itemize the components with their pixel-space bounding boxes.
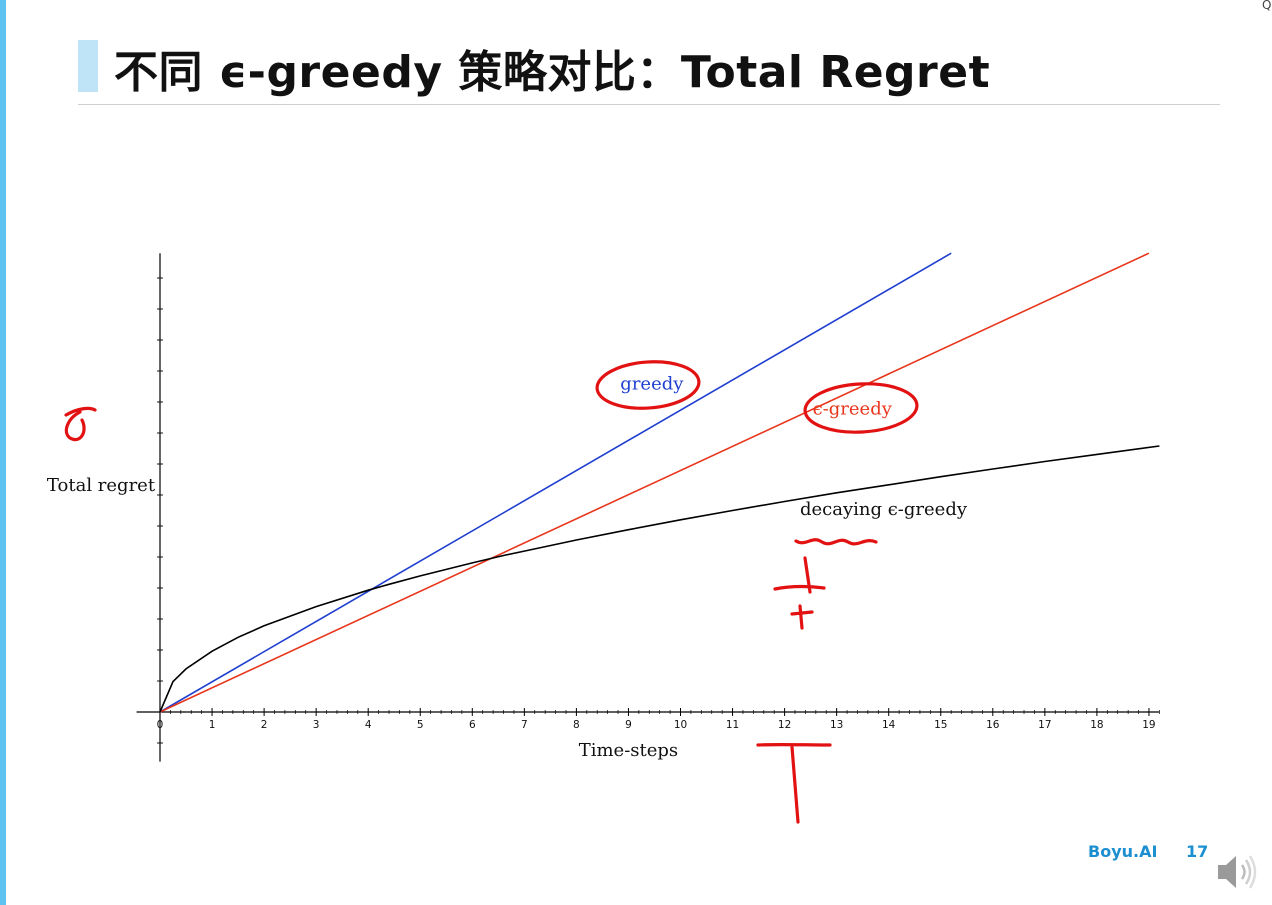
epsilon-greedy-circle-mark	[803, 382, 919, 434]
series-annotation-label: greedy	[620, 374, 684, 395]
chart-axes: 0 1 2 3 4 5 6 7 8 9 10 11 12 13 14 15 16 17 18 19Time-steps…	[47, 253, 1160, 762]
series-annotation-label: ϵ-greedy	[813, 398, 893, 419]
x-tick-label: 9	[625, 719, 632, 731]
series-line-greedy	[159, 252, 1150, 713]
chart-annotations: greedy ϵ-greedy decaying ϵ-greedy	[620, 374, 968, 521]
title-accent-block	[78, 40, 98, 92]
greedy-circle-mark	[595, 360, 701, 410]
speaker-icon[interactable]	[1214, 850, 1262, 894]
x-tick-label: 19	[1142, 719, 1155, 731]
x-tick-label: 4	[365, 719, 372, 731]
x-tick-label: 17	[1038, 719, 1051, 731]
series-line-greedy	[159, 252, 952, 713]
chart-series	[159, 252, 1160, 713]
slide-title: 不同 ϵ-greedy 策略对比：Total Regret	[114, 47, 991, 98]
x-tick-label: 7	[521, 719, 528, 731]
x-tick-label: 10	[674, 719, 687, 731]
page-number: 17	[1186, 842, 1209, 861]
x-tick-label: 14	[882, 719, 896, 731]
underline-squiggle-mark	[794, 538, 878, 546]
one-over-t-denominator-mark	[790, 604, 814, 630]
corner-q-glyph: Q	[1262, 0, 1272, 12]
sigma-mark	[64, 406, 97, 442]
x-tick-label: 0	[157, 719, 164, 731]
footer-brand: Boyu.AI	[1088, 842, 1158, 861]
y-axis-label: Total regret	[47, 475, 156, 496]
x-tick-label: 8	[573, 719, 580, 731]
x-tick-label: 5	[417, 719, 424, 731]
x-tick-label: 15	[934, 719, 947, 731]
x-tick-label: 6	[469, 719, 476, 731]
x-tick-label: 11	[726, 719, 739, 731]
series-annotation-label: decaying ϵ-greedy	[800, 499, 968, 520]
x-tick-label: 16	[986, 719, 1000, 731]
x-tick-label: 3	[313, 719, 320, 731]
x-tick-label: 12	[778, 719, 791, 731]
big-t-mark	[756, 742, 832, 824]
x-tick-label: 1	[209, 719, 216, 731]
slide-left-accent-bar	[0, 0, 6, 905]
x-axis-label: Time-steps	[579, 740, 678, 761]
x-tick-label: 2	[261, 719, 268, 731]
x-tick-label: 18	[1090, 719, 1103, 731]
one-over-t-fraction-bar-mark	[773, 585, 826, 591]
series-line-decaying-greedy	[159, 445, 1160, 713]
x-tick-label: 13	[830, 719, 843, 731]
handwritten-marks	[64, 360, 919, 824]
title-divider	[78, 104, 1220, 105]
